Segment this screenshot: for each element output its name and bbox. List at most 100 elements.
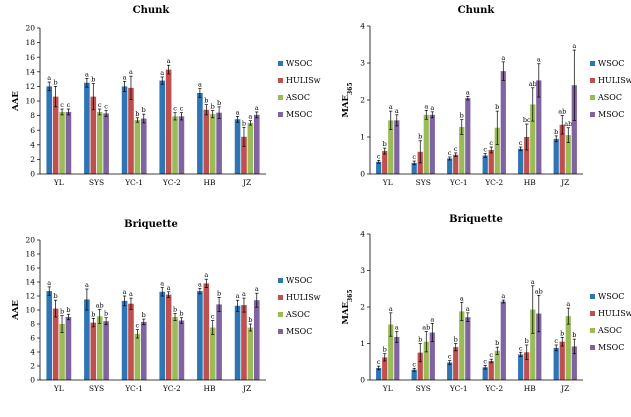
significance-label: c (448, 149, 452, 157)
bar-msoc-sys (103, 321, 109, 380)
significance-label: b (60, 308, 64, 316)
y-tick-label: 16 (25, 264, 35, 273)
y-tick-label: 1 (360, 133, 365, 142)
bar-asoc-sys (96, 316, 103, 380)
chart-title: Chunk (458, 5, 496, 16)
significance-label: b (91, 310, 95, 318)
significance-label: a (389, 103, 393, 111)
legend: WSOC HULISw ASOC MSOC (590, 59, 631, 119)
bar-wsoc-hb (518, 148, 524, 174)
bar-msoc-yc-1 (465, 98, 471, 174)
x-tick-label: JZ (560, 178, 569, 187)
bar-wsoc-yc-1 (121, 86, 128, 174)
bar-asoc-yc-1 (134, 119, 141, 174)
significance-label: a (537, 56, 541, 64)
legend-swatch-asoc (278, 95, 283, 100)
bar-wsoc-yl (46, 291, 53, 380)
bar-hulisw-yl (52, 308, 59, 380)
bar-msoc-yc-1 (140, 321, 147, 380)
bar-wsoc-yc-2 (482, 155, 488, 174)
bar-hulisw-yc-2 (488, 149, 494, 174)
y-tick-label: 20 (25, 24, 35, 33)
significance-label: a (129, 290, 133, 298)
bar-wsoc-sys (411, 162, 417, 174)
chart-title: Briquette (449, 214, 503, 225)
x-tick-label: SYS (416, 384, 431, 393)
y-tick-label: 14 (25, 67, 35, 76)
y-tick-label: 20 (25, 236, 35, 245)
bar-asoc-yc-2 (494, 127, 500, 174)
bar-asoc-yc-1 (459, 127, 465, 174)
legend-label-asoc: ASOC (285, 93, 310, 102)
legend-swatch-asoc (278, 312, 283, 317)
bar-wsoc-yc-1 (121, 300, 128, 380)
x-tick-label: YC-2 (162, 384, 181, 393)
y-axis-label-subscript: 365 (347, 289, 354, 302)
significance-label: a (198, 280, 202, 288)
bar-wsoc-sys (84, 82, 90, 174)
y-axis-label: MAE365 (341, 289, 354, 324)
bar-msoc-yc-2 (178, 320, 185, 380)
legend: WSOC HULISw ASOC MSOC (590, 292, 631, 352)
bar-hulisw-yc-1 (453, 154, 459, 174)
significance-label: b (248, 316, 252, 324)
bar-hulisw-sys (90, 322, 97, 380)
x-tick-label: YL (382, 384, 393, 393)
bar-wsoc-jz (553, 347, 559, 380)
bar-asoc-hb (530, 309, 536, 380)
x-tick-label: YC-1 (124, 178, 143, 187)
y-tick-label: 16 (25, 53, 35, 62)
significance-label: b (460, 112, 464, 120)
legend-swatch-asoc (590, 95, 595, 100)
x-tick-label: HB (524, 178, 537, 187)
bar-wsoc-yc-2 (159, 80, 166, 174)
significance-label: a (236, 292, 240, 300)
significance-label: c (412, 360, 416, 368)
significance-label: b (525, 337, 529, 345)
significance-label: b (383, 140, 387, 148)
bar-asoc-yl (59, 324, 65, 380)
significance-label: b (66, 306, 70, 314)
bar-hulisw-yl (52, 96, 59, 174)
significance-label: bc (523, 116, 531, 124)
y-tick-label: 14 (25, 278, 35, 287)
significance-label: b (204, 97, 208, 105)
bar-asoc-yc-1 (134, 333, 141, 380)
x-tick-label: HB (203, 178, 216, 187)
bar-wsoc-yc-2 (159, 291, 166, 380)
legend-label-asoc: ASOC (597, 93, 622, 102)
bar-hulisw-jz (241, 305, 247, 380)
significance-label: ab (529, 80, 537, 88)
significance-label: c (454, 145, 458, 153)
legend-label-msoc: MSOC (598, 110, 624, 119)
significance-label: c (489, 139, 493, 147)
significance-label: c (489, 351, 493, 359)
significance-label: b (211, 102, 215, 110)
bar-hulisw-sys (90, 96, 97, 174)
bar-hulisw-yc-2 (488, 361, 494, 380)
significance-label: a (160, 69, 164, 77)
bar-msoc-hb (216, 112, 222, 174)
legend-swatch-wsoc (590, 294, 595, 299)
bar-msoc-yl (65, 317, 72, 380)
y-tick-label: 12 (25, 292, 35, 301)
significance-label: ab (564, 120, 572, 128)
significance-label: a (501, 54, 505, 62)
bar-hulisw-hb (524, 352, 530, 380)
y-axis-label: MAE365 (341, 82, 354, 117)
bar-msoc-yl (394, 336, 400, 380)
bar-msoc-yc-2 (178, 116, 185, 174)
significance-label: b (173, 306, 177, 314)
legend-swatch-hulisw (278, 295, 283, 300)
legend-label-asoc: ASOC (285, 310, 310, 319)
y-tick-label: 0 (360, 170, 365, 179)
significance-label: c (67, 101, 71, 109)
legend-swatch-wsoc (590, 61, 595, 66)
significance-label: c (180, 105, 184, 113)
significance-label: a (466, 305, 470, 313)
significance-label: b (554, 128, 558, 136)
y-tick-label: 4 (30, 348, 35, 357)
legend: WSOC HULISw ASOC MSOC (278, 59, 321, 119)
legend-label-asoc: ASOC (597, 326, 622, 335)
